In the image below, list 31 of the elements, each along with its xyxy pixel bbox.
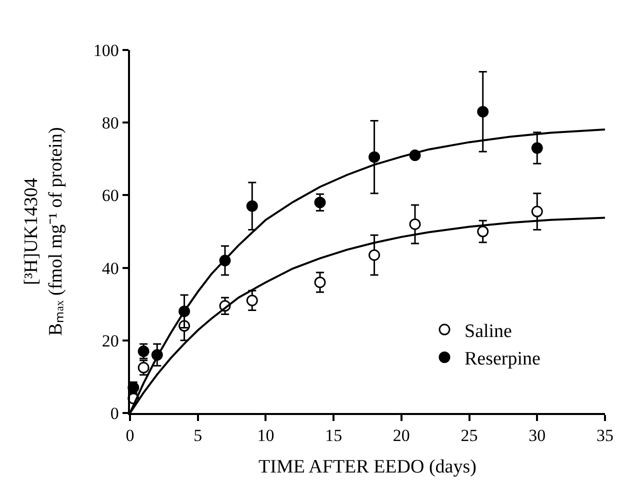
point: [531, 206, 543, 218]
x-tick-label: 35: [596, 426, 614, 446]
legend-label: Reserpine: [464, 348, 540, 370]
y-tick-label: 20: [102, 331, 119, 350]
y-tick-label: 80: [102, 114, 119, 133]
y-tick-label: 40: [102, 258, 119, 278]
x-tick-label: 25: [460, 426, 478, 446]
legend-label: Saline: [464, 320, 512, 342]
point: [314, 276, 326, 288]
point: [138, 362, 150, 374]
point: [246, 294, 258, 306]
point: [477, 226, 489, 238]
point: [314, 196, 326, 208]
point: [138, 346, 150, 358]
y-tick-label: 60: [102, 186, 119, 206]
point: [409, 218, 421, 230]
x-tick-label: 10: [257, 426, 274, 446]
x-axis-title: TIME AFTER EEDO (days): [258, 456, 476, 478]
x-tick-label: 20: [392, 426, 410, 446]
point: [531, 142, 543, 154]
y-tick-label: 100: [93, 40, 119, 60]
point: [246, 200, 258, 212]
y-axis-title: [³H]UK14304 Bₘₐₓ (fmol mg⁻¹ of protein): [20, 127, 66, 336]
x-tick-label: 15: [325, 426, 342, 446]
point: [477, 106, 489, 118]
x-tick-label: 5: [194, 426, 202, 446]
point: [368, 151, 380, 163]
x-tick-label: 30: [528, 426, 546, 446]
x-tick-label: 0: [126, 426, 134, 446]
point: [368, 249, 380, 261]
y-tick-label: 0: [110, 404, 119, 423]
